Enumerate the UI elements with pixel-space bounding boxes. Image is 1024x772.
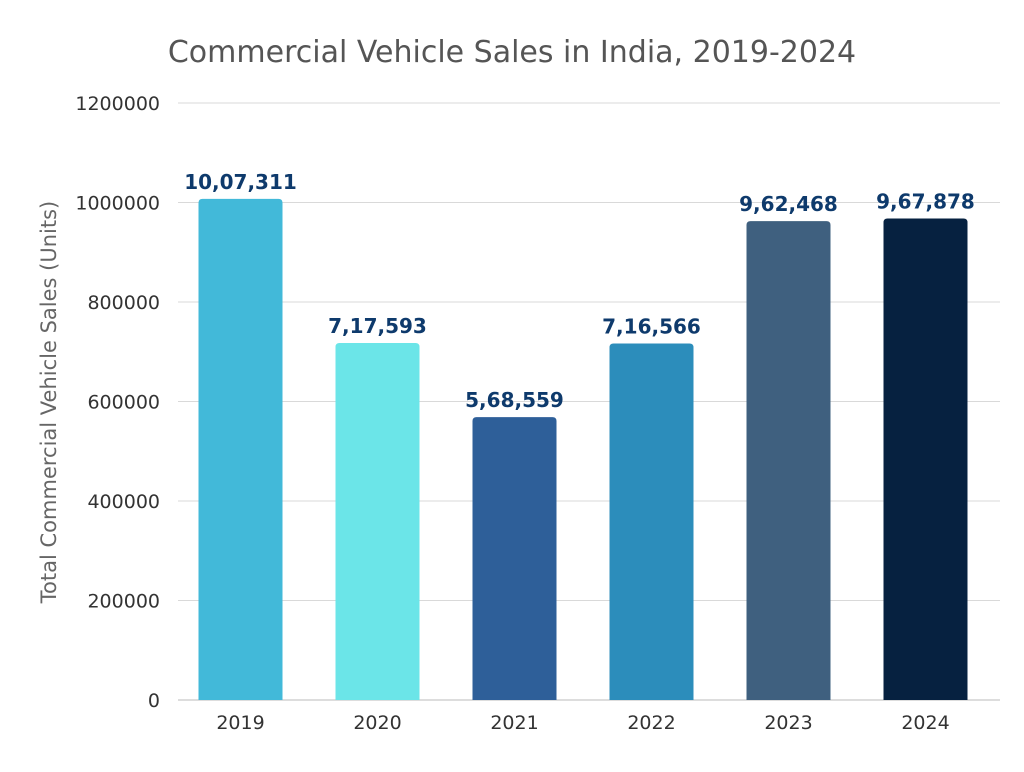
data-label: 9,67,878 [876,189,975,213]
chart-title: Commercial Vehicle Sales in India, 2019-… [168,35,856,70]
gridlines [178,102,1000,701]
y-tick-label: 600000 [87,392,160,414]
bar-2024 [883,218,968,700]
y-tick-label: 400000 [87,491,160,513]
x-tick-label: 2019 [216,712,264,734]
y-tick-label: 800000 [87,292,160,314]
data-label: 9,62,468 [739,192,838,216]
bar-2019 [198,198,283,700]
data-labels: 10,07,311 7,17,593 5,68,559 7,16,566 9,62,46… [184,170,975,412]
y-tick-label: 1200000 [75,93,160,115]
bar-2023 [746,221,831,700]
y-axis-ticks: 0 200000 400000 600000 800000 1000000 1200000 [75,93,160,712]
bars [198,198,968,700]
y-tick-label: 0 [148,690,160,712]
bar-2022 [609,343,694,700]
bar-2020 [335,342,420,700]
bar-2021 [472,417,557,700]
y-tick-label: 1000000 [75,193,160,215]
data-label: 7,17,593 [328,314,427,338]
y-axis-label: Total Commercial Vehicle Sales (Units) [37,201,61,604]
x-tick-label: 2020 [353,712,401,734]
x-tick-label: 2023 [764,712,812,734]
x-tick-label: 2024 [901,712,949,734]
x-axis-ticks: 2019 2020 2021 2022 2023 2024 [216,712,949,734]
data-label: 10,07,311 [184,170,297,194]
data-label: 7,16,566 [602,315,701,339]
x-tick-label: 2022 [627,712,675,734]
data-label: 5,68,559 [465,388,564,412]
x-tick-label: 2021 [490,712,538,734]
y-tick-label: 200000 [87,591,160,613]
